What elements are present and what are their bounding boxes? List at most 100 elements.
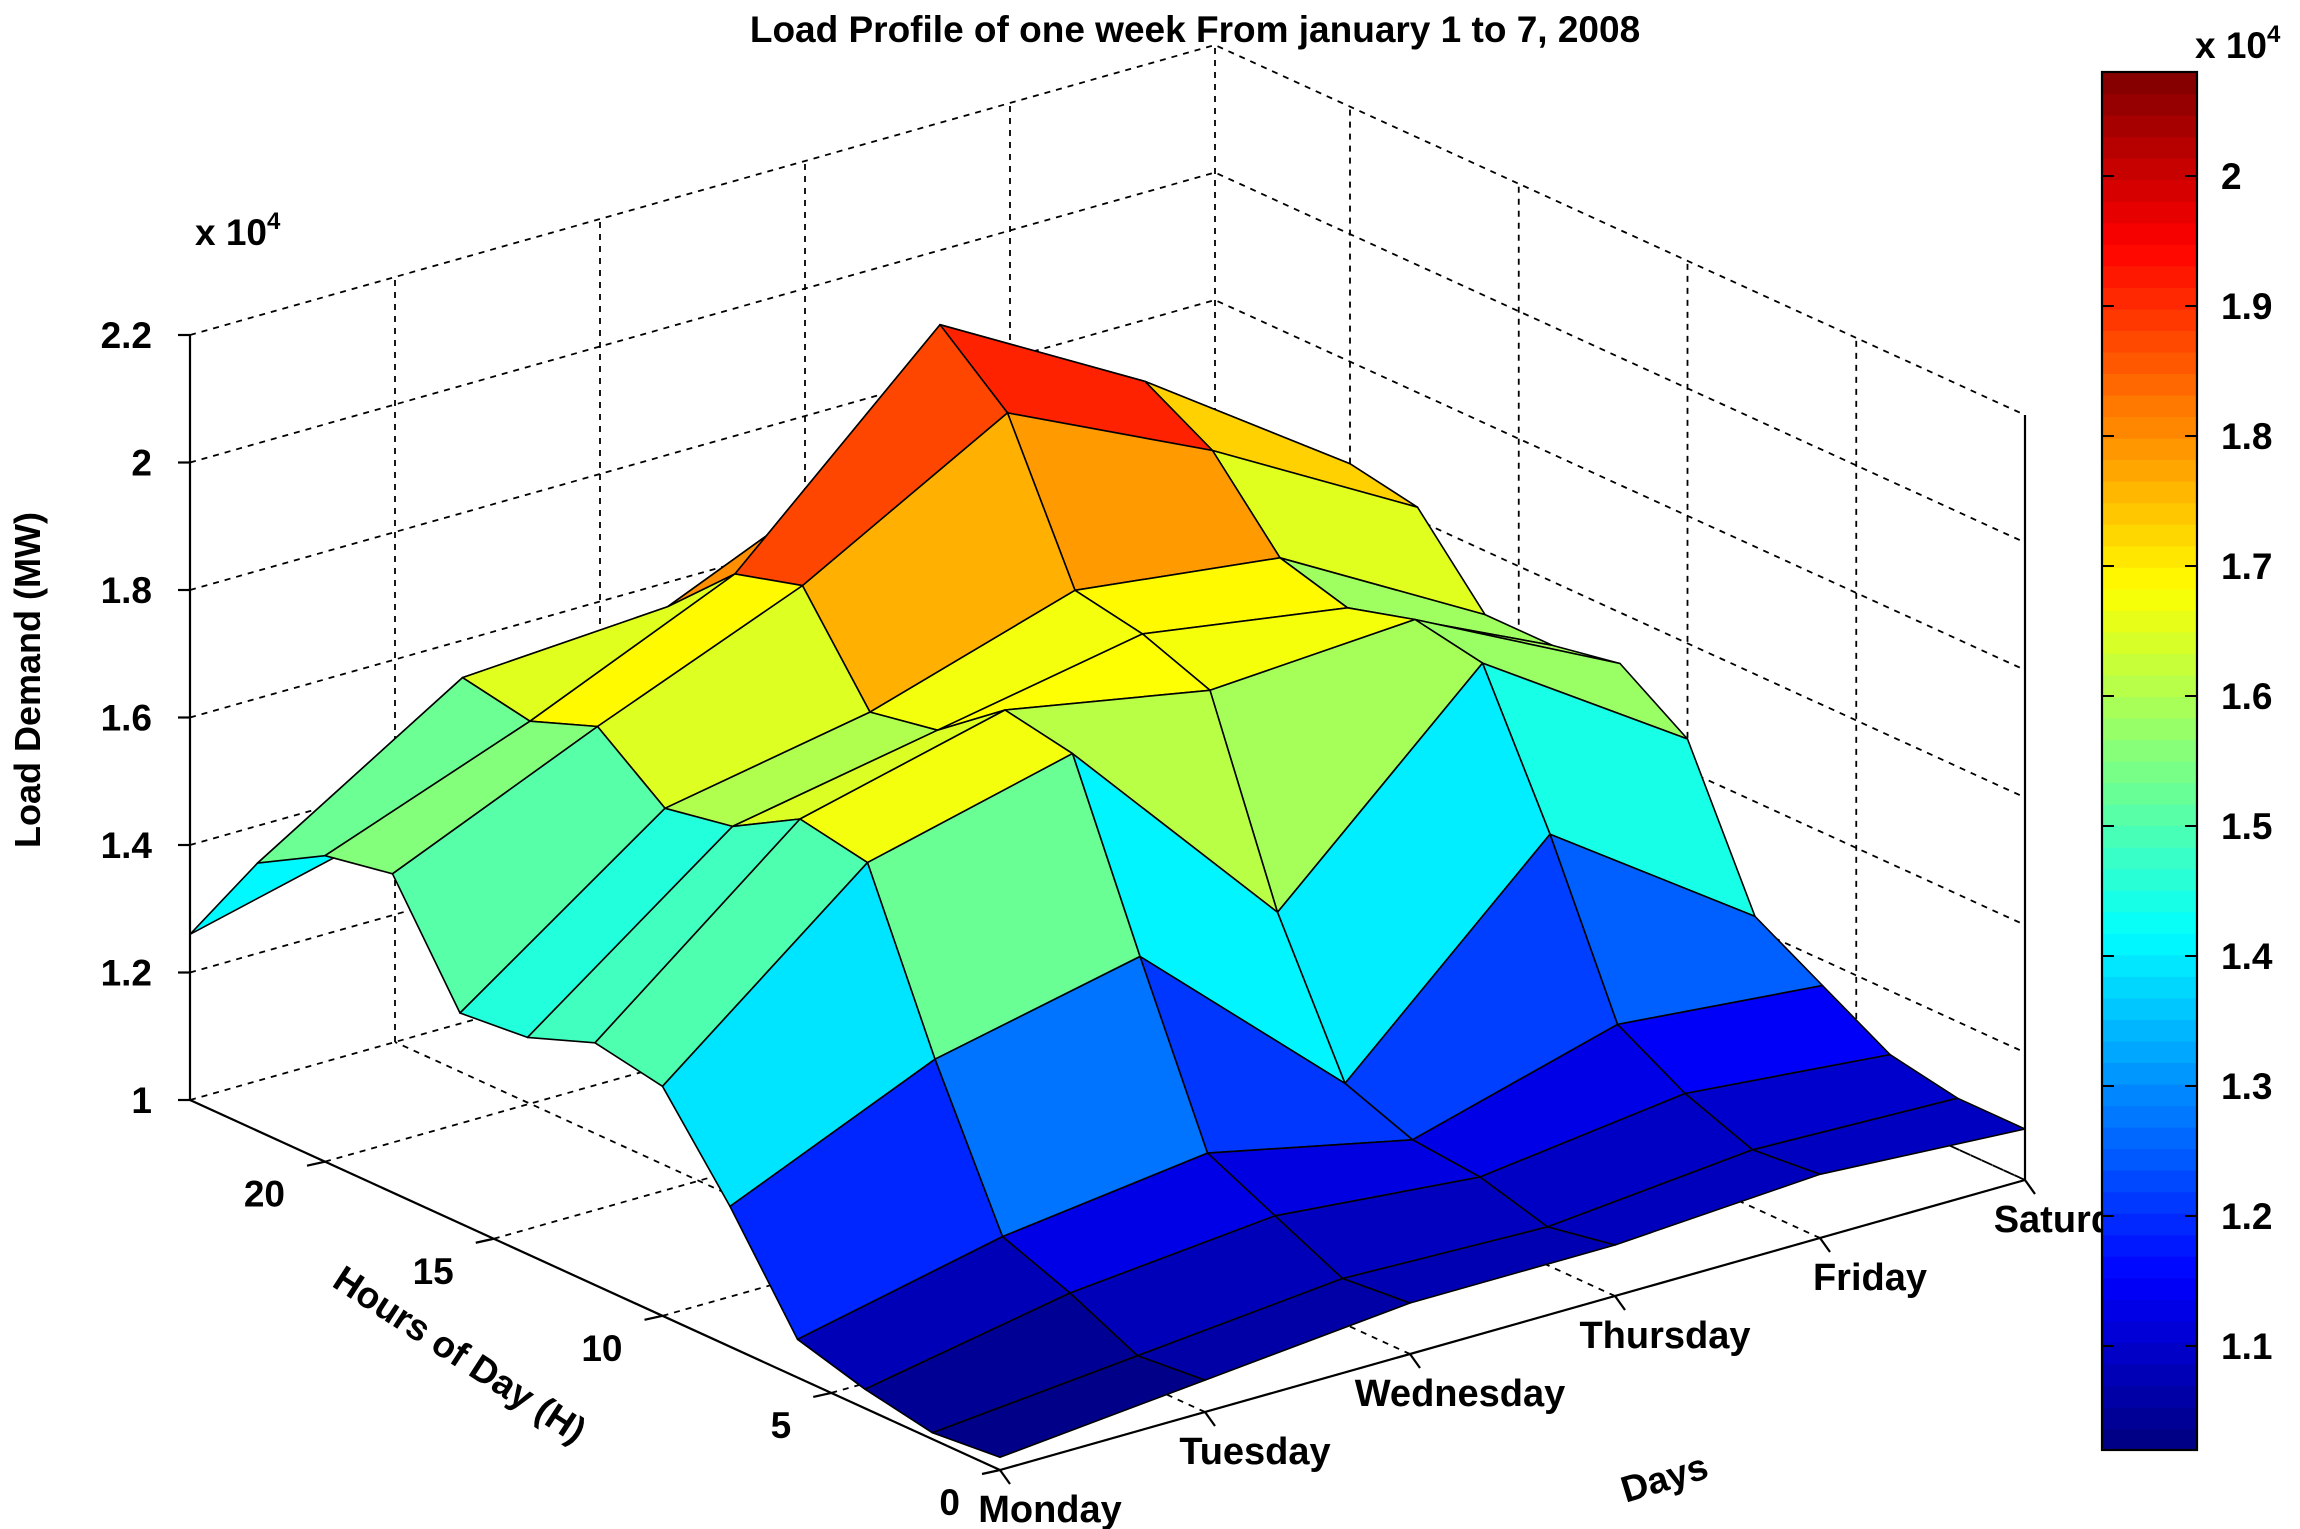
colorbar-band [2102, 696, 2197, 719]
wall-gridline-z [189, 426, 2026, 799]
colorbar-band [2102, 1342, 2197, 1365]
surface-patch-day0-hour0 [931, 1354, 1206, 1459]
colorbar-band [2102, 1428, 2197, 1451]
day-tick-label: Tuesday [1179, 1431, 1330, 1473]
colorbar-band [2102, 158, 2197, 181]
colorbar-band [2102, 1277, 2197, 1300]
colorbar-band [2102, 1363, 2197, 1387]
colorbar-band [2102, 1148, 2197, 1171]
colorbar-band [2102, 438, 2197, 461]
days-axis-line [999, 1178, 2026, 1472]
z-tick-label: 1.4 [101, 825, 153, 866]
colorbar-band [2102, 373, 2197, 396]
colorbar-frame [2100, 70, 2199, 1452]
colorbar-band [2102, 997, 2197, 1020]
colorbar-band [2102, 782, 2197, 805]
colorbar: 1.1 1.2 1.3 1.4 1.5 1.6 1.7 1.8 1.9 2 x 104 [2100, 21, 2281, 1452]
wall-gridline-z [189, 44, 2026, 416]
colorbar-tick-label: 1.9 [2221, 286, 2272, 327]
colorbar-tick-label: 1.5 [2221, 806, 2272, 847]
day-tick [1409, 1353, 1421, 1369]
colorbar-band [2102, 330, 2197, 353]
colorbar-band [2102, 1040, 2197, 1064]
colorbar-band [2102, 1083, 2197, 1107]
colorbar-band [2102, 1234, 2197, 1257]
colorbar-band [2102, 1406, 2197, 1430]
hour-tick [644, 1314, 663, 1321]
colorbar-exponent-label: x 104 [2195, 21, 2281, 66]
wall-gridline-z [189, 554, 2026, 926]
hour-tick-label: 15 [413, 1251, 454, 1292]
colorbar-band [2102, 1320, 2197, 1343]
colorbar-band [2102, 115, 2197, 138]
z-tick-label: 2.2 [101, 315, 152, 356]
colorbar-band [2102, 244, 2197, 267]
wall-gridline-z [189, 171, 2026, 544]
z-tick-label: 1 [131, 1080, 152, 1121]
colorbar-band [2102, 954, 2197, 977]
colorbar-band [2102, 847, 2197, 870]
colorbar-band [2102, 739, 2197, 762]
colorbar-band [2102, 524, 2197, 547]
colorbar-band [2102, 933, 2197, 956]
colorbar-band [2102, 868, 2197, 891]
hour-tick-label: 5 [771, 1405, 792, 1446]
colorbar-band [2102, 1062, 2197, 1085]
colorbar-band [2102, 1191, 2197, 1214]
colorbar-band [2102, 265, 2197, 288]
colorbar-tick-label: 1.3 [2221, 1066, 2272, 1107]
surface-plot [189, 323, 2026, 1459]
colorbar-tick-label: 1.8 [2221, 416, 2272, 457]
colorbar-band [2102, 222, 2197, 245]
colorbar-band [2102, 1105, 2197, 1128]
colorbar-tick-label: 2 [2221, 156, 2242, 197]
colorbar-band [2102, 394, 2197, 418]
colorbar-band [2102, 653, 2197, 676]
colorbar-band [2102, 545, 2197, 568]
colorbar-band [2102, 502, 2197, 525]
colorbar-band [2102, 416, 2197, 439]
colorbar-band [2102, 179, 2197, 202]
colorbar-band [2102, 93, 2197, 116]
colorbar-band [2102, 1127, 2197, 1150]
chart-title: Load Profile of one week From january 1 … [750, 9, 1640, 50]
colorbar-band [2102, 459, 2197, 482]
colorbar-band [2102, 1213, 2197, 1236]
day-tick [1819, 1237, 1831, 1253]
hour-tick-label: 20 [244, 1174, 285, 1215]
z-tick-label: 1.8 [101, 570, 152, 611]
hour-tick [475, 1237, 494, 1244]
colorbar-tick-label: 1.6 [2221, 676, 2272, 717]
colorbar-band [2102, 761, 2197, 784]
colorbar-band [2102, 804, 2197, 827]
colorbar-band [2102, 136, 2197, 159]
hour-tick [981, 1468, 1001, 1476]
colorbar-band [2102, 287, 2197, 310]
day-tick-label: Wednesday [1355, 1373, 1565, 1415]
z-tick-label: 1.2 [101, 953, 152, 994]
hour-tick [306, 1160, 326, 1167]
axes [178, 333, 2036, 1485]
colorbar-tick-label: 1.4 [2221, 936, 2273, 977]
colorbar-band [2102, 201, 2197, 224]
day-tick [999, 1469, 1011, 1485]
colorbar-band [2102, 481, 2197, 504]
day-tick-label: Thursday [1579, 1315, 1750, 1357]
colorbar-band [2102, 1299, 2197, 1322]
colorbar-band [2102, 1019, 2197, 1042]
colorbar-band [2102, 825, 2197, 848]
colorbar-band [2102, 567, 2197, 590]
colorbar-tick-label: 1.1 [2221, 1326, 2272, 1367]
z-axis-title: Load Demand (MW) [7, 512, 48, 848]
z-exponent-label: x 104 [195, 208, 281, 253]
day-tick [2024, 1179, 2036, 1195]
day-tick [1204, 1411, 1216, 1427]
hour-tick-label: 10 [581, 1328, 622, 1369]
colorbar-band [2102, 308, 2197, 331]
colorbar-band [2102, 72, 2197, 95]
colorbar-band [2102, 976, 2197, 999]
day-tick-label: Friday [1813, 1257, 1927, 1299]
z-tick-label: 2 [131, 443, 152, 484]
colorbar-band [2102, 1256, 2197, 1279]
